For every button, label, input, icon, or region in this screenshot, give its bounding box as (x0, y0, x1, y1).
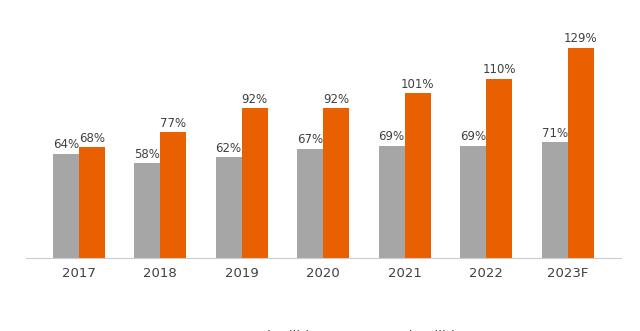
Text: 129%: 129% (564, 32, 598, 45)
Text: 68%: 68% (79, 132, 105, 145)
Bar (379, 146, 404, 258)
Bar (297, 149, 323, 258)
Bar (541, 142, 568, 258)
Text: 77%: 77% (160, 117, 186, 130)
Text: 71%: 71% (541, 127, 568, 140)
Text: 69%: 69% (460, 130, 486, 143)
Bar (134, 164, 160, 258)
Legend: Integrated utilities, Network utilities: Integrated utilities, Network utilities (177, 330, 470, 331)
Bar (79, 147, 105, 258)
Bar (216, 157, 242, 258)
Bar (52, 154, 79, 258)
Text: 58%: 58% (134, 148, 160, 161)
Bar (486, 78, 512, 258)
Text: 110%: 110% (483, 63, 516, 76)
Text: 67%: 67% (297, 133, 323, 146)
Text: 69%: 69% (379, 130, 404, 143)
Bar (460, 146, 486, 258)
Text: 101%: 101% (401, 78, 435, 91)
Bar (568, 48, 594, 258)
Bar (160, 132, 186, 258)
Bar (242, 108, 268, 258)
Text: 92%: 92% (323, 93, 349, 106)
Text: 92%: 92% (242, 93, 268, 106)
Bar (404, 93, 431, 258)
Text: 62%: 62% (216, 142, 242, 155)
Bar (323, 108, 349, 258)
Text: 64%: 64% (52, 138, 79, 151)
